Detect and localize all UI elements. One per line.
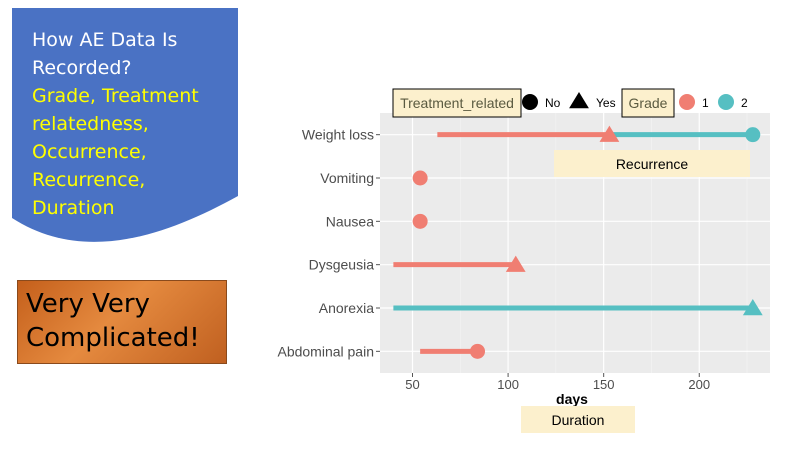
marker-anorexia-grade-2 [742,299,763,316]
duration-box [521,406,635,433]
recurrence-box [554,150,750,177]
legend-key-no [522,94,538,110]
recurrence-label: Recurrence [616,156,689,172]
x-tick-label-100: 100 [497,377,519,392]
legend-key-grade-1 [679,94,695,110]
legend-label-grade-1: 1 [702,96,709,110]
legend-title-treatment: Treatment_related [400,95,514,111]
marker-vomiting-grade-1 [412,170,428,186]
heading-line-2: Recorded? [32,57,132,79]
marker-dysgeusia-grade-1 [505,255,526,272]
marker-weight-loss-grade-2 [745,127,761,143]
title-banner [12,8,238,242]
y-tick-label-dysgeusia: Dysgeusia [309,257,375,273]
x-tick-label-150: 150 [593,377,615,392]
legend-label-yes: Yes [596,96,616,110]
heading-line-1: How AE Data Is [32,29,178,51]
marker-weight-loss-grade-1 [599,125,620,142]
x-axis-label: days [556,391,588,407]
highlight-line-4: Recurrence, [32,169,146,191]
x-tick-label-200: 200 [688,377,710,392]
highlight-line-2: relatedness, [32,113,149,135]
legend-title-box-grade [621,88,675,118]
highlight-line-1: Grade, Treatment [32,85,199,107]
marker-nausea-grade-1 [412,213,428,229]
legend-title-grade: Grade [629,95,668,111]
complicated-callout: Very Very Complicated! [17,280,227,364]
marker-abdominal-pain-grade-1 [470,343,485,359]
banner-text: How AE Data Is Recorded? Grade, Treatmen… [32,26,232,222]
duration-label: Duration [552,412,605,428]
callout-line-1: Very Very [26,289,150,319]
legend-title-box-treatment [392,88,522,118]
banner-shape [12,8,238,242]
highlight-line-3: Occurrence, [32,141,147,163]
x-tick-label-50: 50 [405,377,419,392]
legend-key-grade-2 [718,94,734,110]
legend-label-grade-2: 2 [741,96,748,110]
y-tick-label-weight-loss: Weight loss [302,127,374,143]
y-tick-label-anorexia: Anorexia [319,300,374,316]
legend-key-yes [569,92,589,109]
callout-line-2: Complicated! [26,323,200,353]
y-tick-label-vomiting: Vomiting [320,170,374,186]
y-tick-label-nausea: Nausea [326,213,374,229]
highlight-line-5: Duration [32,197,115,219]
legend-label-no: No [545,96,561,110]
y-tick-label-abdominal-pain: Abdominal pain [277,343,374,359]
